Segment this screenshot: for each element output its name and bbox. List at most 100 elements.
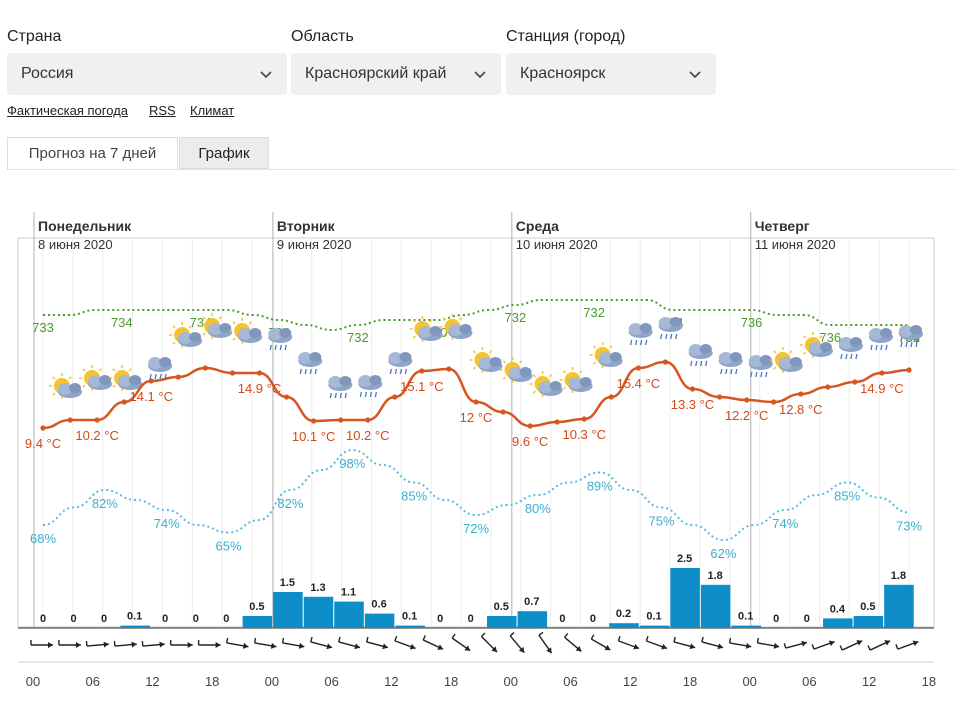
wind-arrow-head <box>689 643 696 650</box>
precipitation-bar <box>242 616 273 628</box>
temperature-point <box>283 394 290 400</box>
humidity-series: 68% 82% 74% 65% 82% 98% 85% 72% 80% 89% 75% 62% 74% 8… <box>30 448 922 561</box>
rain-drop <box>905 341 908 348</box>
pressure-label: 732 <box>347 330 369 345</box>
pressure-label: 733 <box>32 320 54 335</box>
wind-arrow-tail <box>365 636 369 643</box>
rain-drop <box>404 368 408 375</box>
wind-arrow-head <box>773 642 780 649</box>
wind-arrow-tail <box>509 632 515 637</box>
partly-cloudy-icon <box>439 314 473 340</box>
wind-arrow-tail <box>226 637 229 644</box>
rain-drop <box>730 368 733 375</box>
wind-arrow-icon <box>480 632 498 653</box>
wind-arrow-icon <box>451 633 471 652</box>
tab-graph[interactable]: График <box>179 137 269 169</box>
sun-ray <box>172 325 176 329</box>
rain-drop <box>665 333 668 340</box>
x-tick-label: 06 <box>563 674 577 689</box>
precipitation-bar <box>334 601 364 628</box>
cloud-shape <box>208 323 223 335</box>
wind-arrow-tail <box>538 631 544 636</box>
wind-arrow-tail <box>617 635 621 642</box>
cloud-shape <box>568 377 583 389</box>
sun-ray <box>773 350 777 354</box>
temperature-label: 10.1 °C <box>292 429 336 444</box>
rain-drop <box>299 368 302 375</box>
rain-drop <box>284 344 287 351</box>
rain-drop <box>369 391 372 398</box>
sun-ray <box>442 317 446 321</box>
temperature-point <box>608 394 614 400</box>
cloud-shape <box>519 367 532 377</box>
station-select[interactable]: Красноярск <box>506 53 716 95</box>
precipitation-label: 1.1 <box>341 587 356 599</box>
wind-arrow-head <box>491 646 498 653</box>
wind-arrow-head <box>75 642 81 648</box>
country-select[interactable]: Россия <box>7 53 287 95</box>
climate-link[interactable]: Климат <box>190 103 235 118</box>
x-tick-label: 18 <box>922 674 936 689</box>
x-tick-label: 06 <box>802 674 816 689</box>
temperature-label: 9.4 °C <box>25 436 61 451</box>
rain-drop <box>329 392 332 399</box>
x-axis: 00 06 12 18 00 06 12 18 00 06 12 18 00 06 12 18 <box>26 674 936 689</box>
wind-arrow-head <box>215 642 221 648</box>
cloud-shape <box>148 357 163 369</box>
cloud-shape <box>910 325 922 335</box>
wind-arrow-head <box>409 643 416 650</box>
precipitation-label: 0.1 <box>402 611 417 623</box>
wind-arrow-icon <box>30 640 53 648</box>
wind-arrow-icon <box>85 641 109 648</box>
sun-ray <box>579 370 583 374</box>
temperature-point <box>744 397 750 403</box>
rss-link[interactable]: RSS <box>149 103 176 118</box>
partly-cloudy-icon <box>79 365 113 391</box>
country-value: Россия <box>21 65 74 82</box>
x-tick-label: 00 <box>504 674 518 689</box>
precipitation-label: 0.7 <box>524 596 539 608</box>
rain-drop <box>309 368 312 375</box>
cloud-shape <box>358 375 373 387</box>
wind-row <box>30 631 919 654</box>
wind-arrow-head <box>270 642 277 649</box>
x-tick-label: 12 <box>145 674 159 689</box>
temperature-point <box>365 417 371 423</box>
partly-cloudy-icon <box>109 365 143 391</box>
rain-drop <box>364 391 367 398</box>
wind-arrow-head <box>717 643 724 650</box>
wind-arrow-head <box>298 642 305 649</box>
precipitation-label: 0.5 <box>494 601 509 613</box>
precipitation-bar <box>487 616 517 628</box>
region-select[interactable]: Красноярский край <box>291 53 501 95</box>
humidity-label: 73% <box>896 519 922 534</box>
temperature-point <box>473 399 479 405</box>
rain-drop <box>640 339 643 346</box>
rain-cloud-icon <box>748 355 773 378</box>
temperature-point <box>879 370 885 376</box>
rain-drop <box>399 368 403 375</box>
wind-arrow-icon <box>839 640 863 651</box>
cloud-shape <box>879 328 892 338</box>
wind-arrow-icon <box>509 632 525 654</box>
cloud-shape <box>58 383 72 395</box>
precipitation-label: 0 <box>804 613 810 625</box>
temperature-point <box>446 366 452 372</box>
tab-forecast-7-days[interactable]: Прогноз на 7 дней <box>7 137 178 169</box>
cloud-shape <box>849 337 862 347</box>
rain-drop <box>855 353 858 360</box>
rain-cloud-icon <box>148 357 173 380</box>
temperature-label: 10.3 °C <box>562 427 606 442</box>
sun-ray <box>592 361 597 365</box>
sun-ray <box>68 376 72 380</box>
wind-arrow-icon <box>590 634 611 651</box>
cloud-shape <box>388 352 403 364</box>
rain-drop <box>635 339 638 346</box>
cloud-shape <box>579 377 592 387</box>
region-label: Область <box>291 28 354 45</box>
rain-drop <box>720 368 723 375</box>
precipitation-bar <box>670 568 700 628</box>
cloud-shape <box>429 326 442 336</box>
actual-weather-link[interactable]: Фактическая погода <box>7 103 129 118</box>
wind-arrow-icon <box>253 637 277 649</box>
